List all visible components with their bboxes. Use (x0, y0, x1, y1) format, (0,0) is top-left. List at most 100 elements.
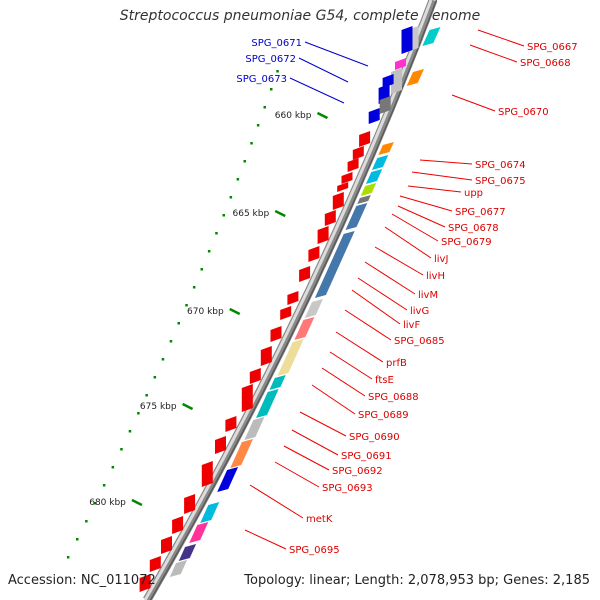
feature-layer (139, 26, 441, 592)
gene-arrow (287, 291, 299, 305)
leader-line (357, 277, 408, 311)
feature-block (277, 339, 304, 376)
backbone-band (143, 0, 438, 600)
gene-label-spg_0675: SPG_0675 (475, 176, 526, 187)
gene-arrow (317, 226, 329, 244)
gene-label-livh: livH (426, 271, 445, 282)
kbp-tick-mark (274, 209, 286, 218)
feature-block (256, 389, 279, 418)
leader-line (399, 195, 453, 212)
gene-arrow (161, 536, 172, 554)
position-dot (207, 250, 211, 253)
gene-arrow (337, 182, 349, 192)
position-dot (94, 502, 97, 505)
gene-label-upp: upp (464, 188, 483, 199)
gene-arrow (347, 158, 359, 172)
gene-arrow (172, 516, 184, 534)
leader-line (397, 205, 446, 228)
gene-arrow (359, 131, 371, 147)
position-dot (229, 196, 233, 199)
gene-arrow (215, 436, 226, 454)
leader-line (391, 213, 439, 242)
leader-line (469, 44, 518, 63)
position-dot (215, 232, 218, 235)
label-layer: SPG_0671 SPG_0672 SPG_0673 SPG_0667 SPG_0668… (236, 38, 577, 556)
position-dot (66, 556, 70, 559)
feature-block (422, 27, 441, 46)
gene-arrow (368, 108, 380, 124)
gene-arrow (395, 58, 406, 70)
position-dot (120, 448, 123, 451)
gene-arrow (260, 346, 272, 366)
gene-arrow (324, 210, 336, 226)
backbone-highlight (143, 0, 433, 600)
position-dot (276, 70, 279, 73)
feature-block (230, 439, 253, 468)
gene-label-spg_0690: SPG_0690 (349, 432, 400, 443)
feature-block (314, 231, 355, 298)
position-dot (200, 268, 203, 271)
gene-label-spg_0671: SPG_0671 (251, 38, 302, 49)
feature-block (244, 417, 265, 440)
gene-label-spg_0685: SPG_0685 (394, 336, 445, 347)
position-dot (192, 286, 196, 289)
position-dot (153, 376, 157, 379)
leader-line (407, 185, 462, 193)
feature-block (365, 169, 383, 184)
position-dot (145, 394, 148, 397)
leader-line (419, 159, 473, 165)
feature-block (357, 195, 371, 204)
kbp-tick-mark (182, 402, 194, 411)
leader-line (299, 411, 347, 437)
kbp-tick-label: 660 kbp (275, 111, 312, 121)
gene-arrow (382, 74, 394, 88)
feature-block (200, 502, 220, 523)
gene-label-spg_0678: SPG_0678 (448, 223, 499, 234)
gene-arrow (139, 574, 151, 592)
leader-line (304, 41, 369, 67)
gene-arrow (341, 172, 353, 184)
leader-line (329, 351, 373, 380)
position-dot (250, 142, 253, 145)
gene-arrow (352, 146, 364, 160)
leader-line (298, 57, 349, 83)
feature-block (378, 142, 394, 155)
gene-label-spg_0692: SPG_0692 (332, 466, 383, 477)
feature-block (345, 203, 368, 230)
gene-arrow (391, 68, 402, 94)
kbp-tick-mark (316, 111, 329, 120)
gene-arrow (184, 494, 196, 514)
leader-line-layer (244, 29, 525, 550)
kbp-tick-label: 675 kbp (140, 402, 177, 412)
kbp-tick-mark (131, 498, 143, 507)
tick-layer: 660 kbp 665 kbp 670 kbp 675 kbp 680 kbp (66, 70, 329, 559)
gene-label-spg_0672: SPG_0672 (245, 54, 296, 65)
gene-label-spg_0670: SPG_0670 (498, 107, 549, 118)
accession-text: Accession: NC_011072 (8, 573, 156, 588)
kbp-tick-label: 670 kbp (187, 307, 224, 317)
feature-block (178, 544, 197, 561)
gene-label-livj: livJ (434, 254, 448, 265)
gene-arrow (379, 96, 391, 114)
gene-label-spg_0679: SPG_0679 (441, 237, 492, 248)
gene-label-livm: livM (418, 290, 438, 301)
position-dot (161, 358, 165, 361)
leader-line (344, 309, 392, 341)
gene-label-spg_0693: SPG_0693 (322, 483, 373, 494)
position-dot (177, 322, 180, 325)
position-dot (185, 304, 188, 307)
gene-label-ftse: ftsE (375, 375, 394, 386)
gene-label-livg: livG (410, 306, 429, 317)
feature-block (360, 183, 377, 196)
gene-arrow (225, 416, 237, 432)
gene-label-spg_0674: SPG_0674 (475, 160, 526, 171)
leader-line (311, 384, 356, 415)
gene-arrow (280, 306, 292, 320)
gene-label-spg_0689: SPG_0689 (358, 410, 409, 421)
leader-line (291, 429, 339, 456)
leader-line (244, 529, 287, 550)
feature-block (304, 299, 323, 318)
position-dot (128, 430, 132, 433)
feature-block (169, 560, 188, 577)
gene-label-spg_0667: SPG_0667 (527, 42, 578, 53)
